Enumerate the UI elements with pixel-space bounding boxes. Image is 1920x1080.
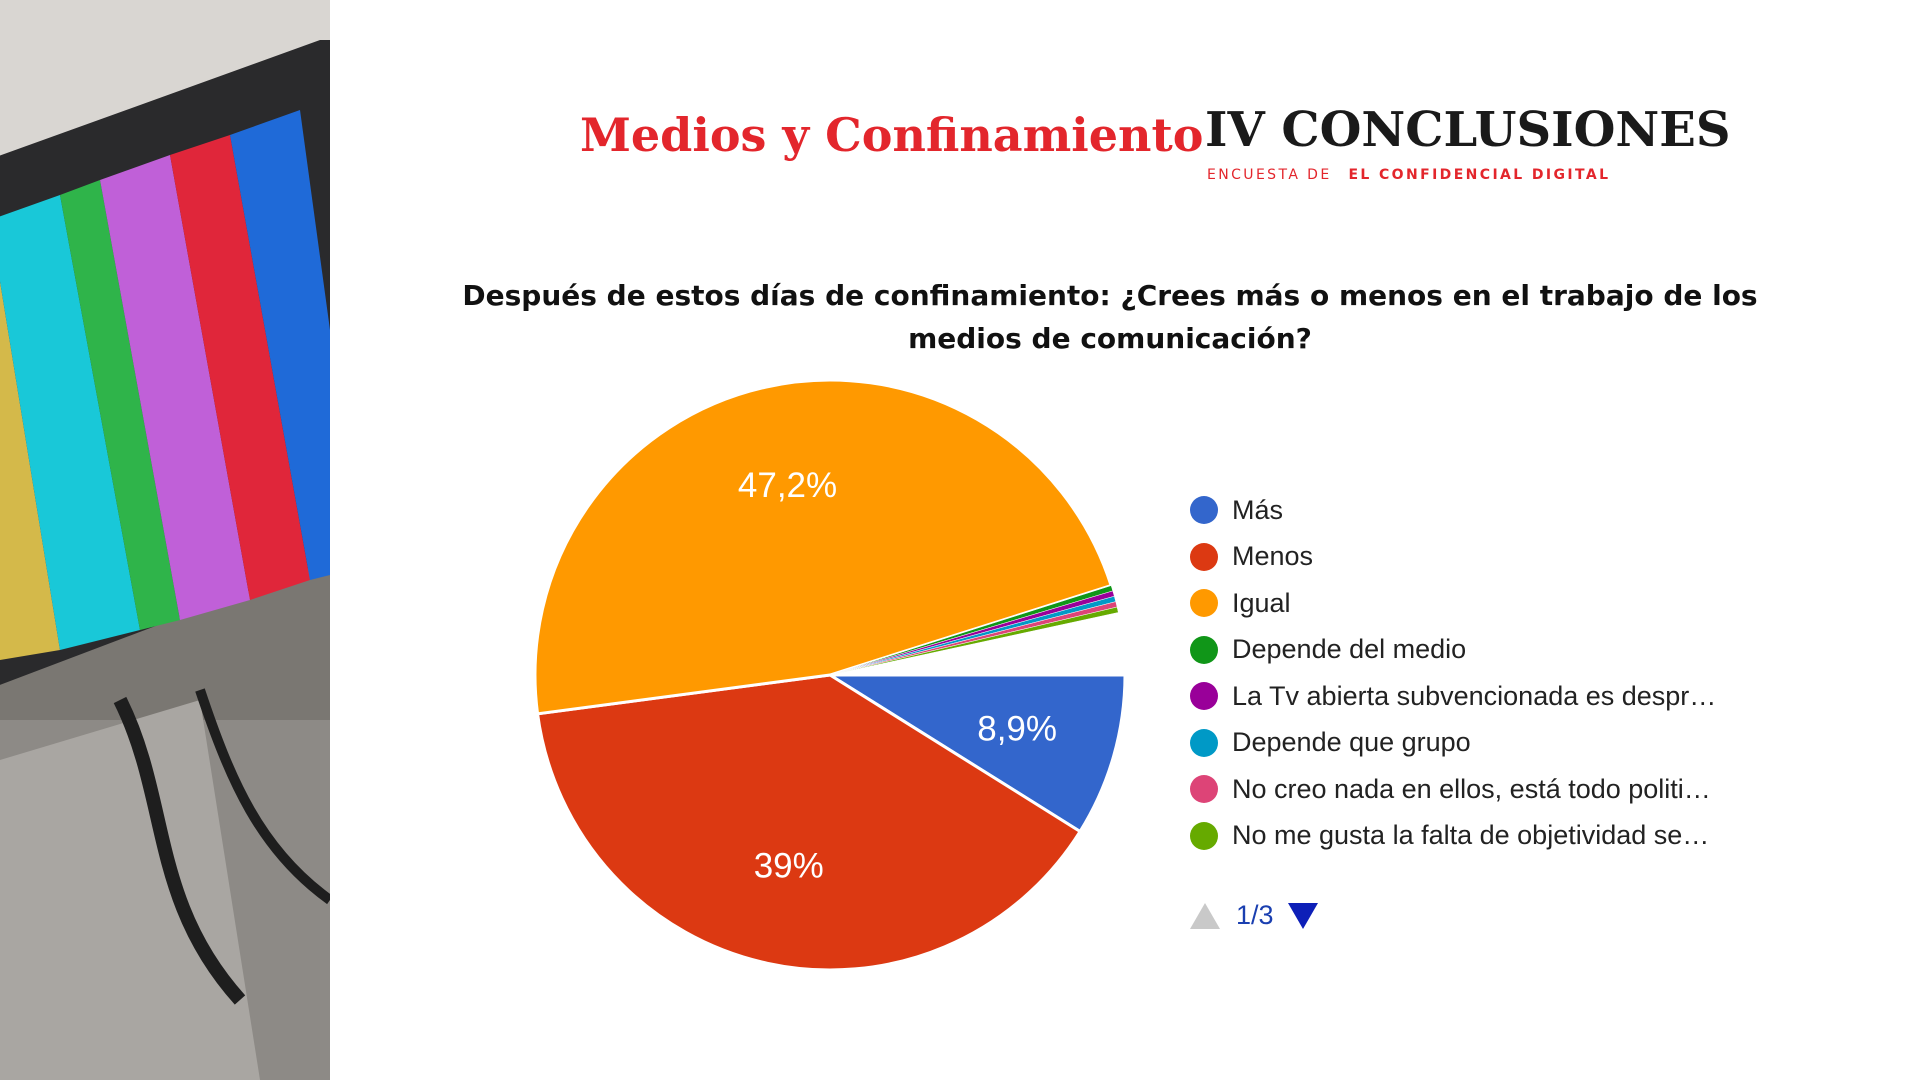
legend-swatch xyxy=(1190,821,1218,850)
pie-slice-1 xyxy=(535,673,1083,972)
legend-label: No creo nada en ellos, está todo politi… xyxy=(1232,773,1711,804)
pie-slice-0 xyxy=(824,673,1127,834)
legend-label: La Tv abierta subvencionada es despr… xyxy=(1232,680,1717,711)
legend-swatch xyxy=(1190,542,1218,571)
legend-item: No creo nada en ellos, está todo politi… xyxy=(1190,766,1790,813)
header-title-left: Medios y Confinamiento xyxy=(580,108,1204,162)
legend-item: Menos xyxy=(1190,534,1790,581)
pie-slice-label-0: 8,9% xyxy=(977,710,1057,749)
monitor-color-bars-image xyxy=(0,0,330,1080)
legend-label: Depende del medio xyxy=(1232,634,1467,665)
header-title-right: IV CONCLUSIONES xyxy=(1205,102,1731,158)
legend-swatch xyxy=(1190,496,1218,525)
legend-item: Más xyxy=(1190,487,1790,534)
legend-item: Igual xyxy=(1190,580,1790,627)
legend-label: Igual xyxy=(1232,587,1291,618)
chart-legend: Más Menos Igual Depende del medio La Tv abie… xyxy=(1190,487,1790,859)
header-subtitle: ENCUESTA DE EL CONFIDENCIAL DIGITAL xyxy=(1207,167,1610,183)
legend-next-page-icon[interactable] xyxy=(1287,902,1318,929)
subtitle-brand: EL CONFIDENCIAL DIGITAL xyxy=(1348,167,1611,183)
pie-slice-2 xyxy=(533,378,1114,716)
legend-item: No me gusta la falta de objetividad se… xyxy=(1190,813,1790,860)
pie-slice-7 xyxy=(829,606,1119,676)
pie-chart: 8,9% 39% 47,2% xyxy=(533,378,1127,972)
legend-item: La Tv abierta subvencionada es despr… xyxy=(1190,673,1790,720)
legend-swatch xyxy=(1190,728,1218,757)
legend-label: Menos xyxy=(1232,541,1314,572)
background-photo xyxy=(0,0,330,1080)
legend-prev-page-icon xyxy=(1190,902,1220,929)
subtitle-prefix: ENCUESTA DE xyxy=(1207,167,1332,183)
legend-swatch xyxy=(1190,682,1218,711)
legend-label: Más xyxy=(1232,494,1284,525)
legend-item: Depende del medio xyxy=(1190,627,1790,674)
chart-title: Después de estos días de confinamiento: … xyxy=(462,279,1758,355)
legend-swatch xyxy=(1190,775,1218,804)
legend-item: Depende que grupo xyxy=(1190,720,1790,767)
legend-swatch xyxy=(1190,635,1218,664)
legend-pager: 1/3 xyxy=(1190,900,1318,931)
legend-swatch xyxy=(1190,589,1218,618)
legend-label: Depende que grupo xyxy=(1232,727,1471,758)
pie-slice-label-1: 39% xyxy=(754,846,824,885)
legend-page-indicator: 1/3 xyxy=(1236,900,1274,930)
legend-label: No me gusta la falta de objetividad se… xyxy=(1232,820,1710,851)
pie-slice-label-2: 47,2% xyxy=(738,466,837,505)
